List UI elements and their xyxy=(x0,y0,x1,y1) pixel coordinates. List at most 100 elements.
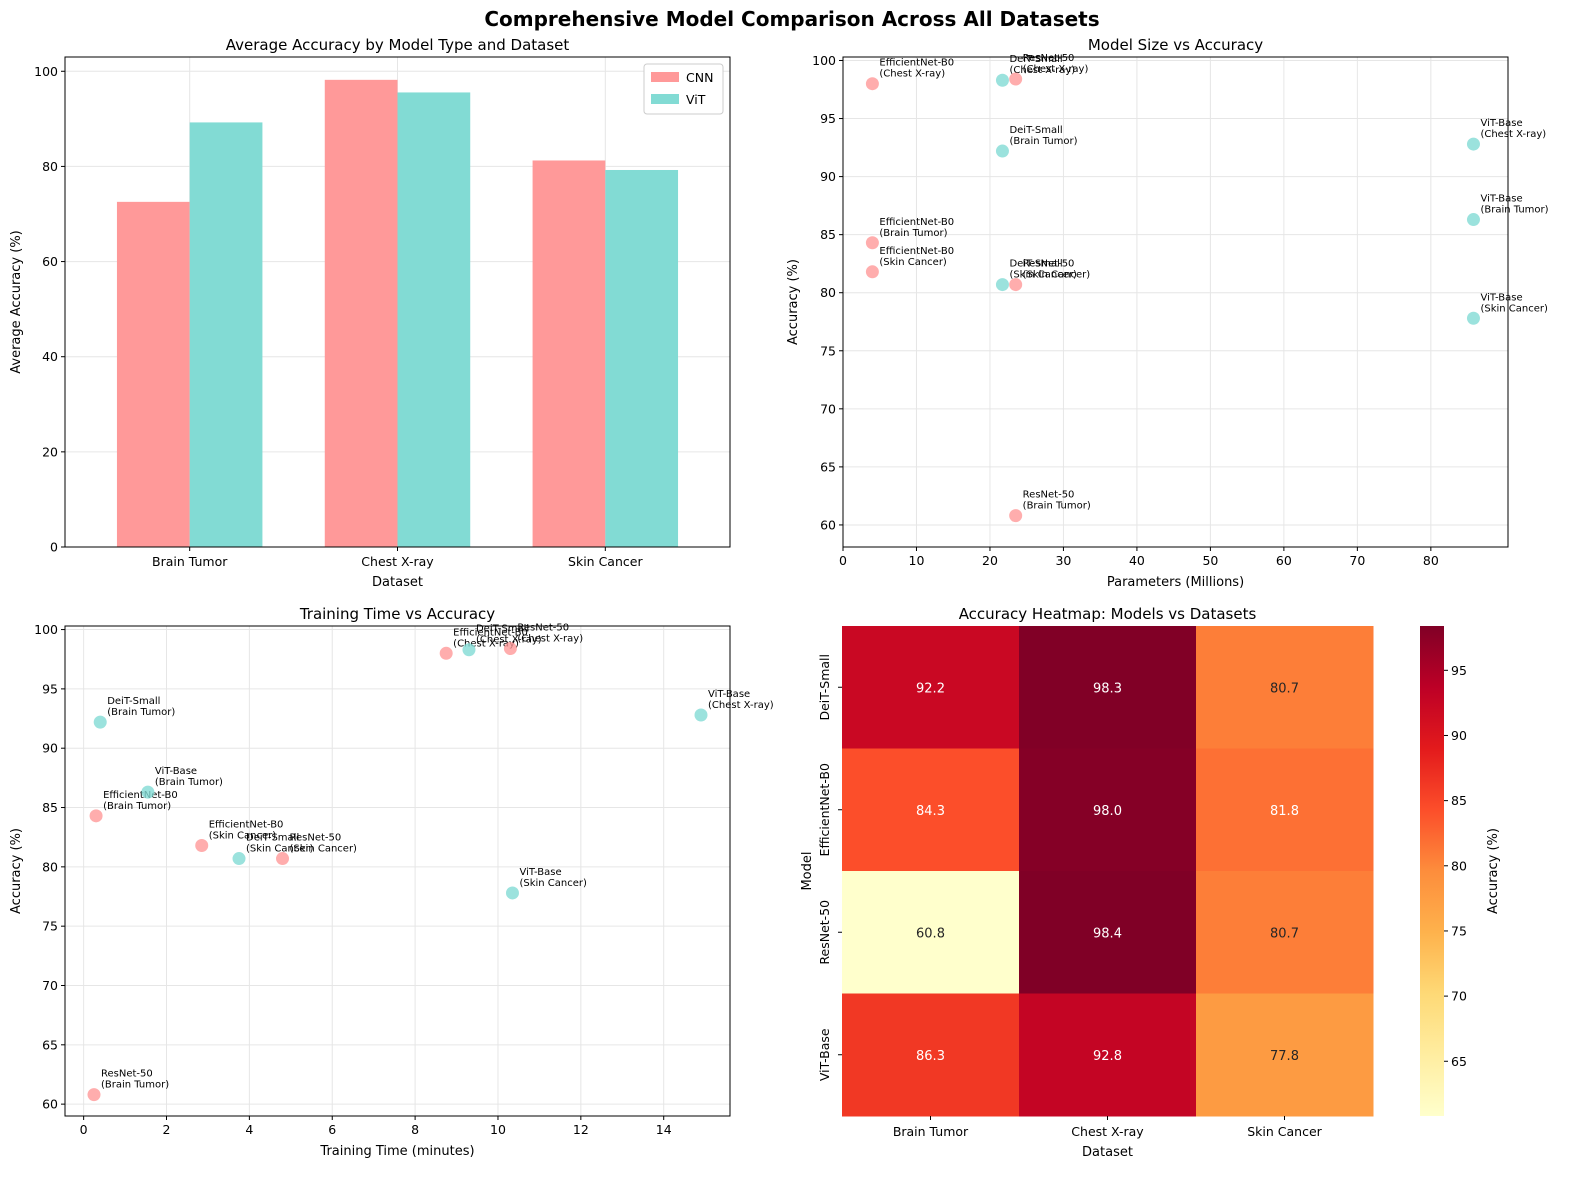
point-label-model: DeiT-Small xyxy=(246,833,299,844)
scatter-point xyxy=(1466,137,1480,151)
point-label-dataset: (Brain Tumor) xyxy=(1023,501,1091,512)
point-label-model: ViT-Base xyxy=(155,766,197,777)
x-tick-label: 10 xyxy=(490,1122,506,1137)
y-tick-label: 85 xyxy=(820,227,836,242)
y-tick-label: 95 xyxy=(42,681,58,696)
heatmap-cell-value: 80.7 xyxy=(1270,926,1299,941)
point-label-dataset: (Skin Cancer) xyxy=(209,830,277,841)
point-label-model: ViT-Base xyxy=(1480,194,1522,205)
x-tick-label: 0 xyxy=(80,1122,88,1137)
scatter-point xyxy=(505,886,519,900)
point-label-model: ResNet-50 xyxy=(1023,490,1075,501)
point-label-model: ViT-Base xyxy=(1480,292,1522,303)
heatmap-cell xyxy=(842,993,1020,1117)
scatter-point xyxy=(141,785,155,799)
y-tick-label: 60 xyxy=(820,517,836,532)
y-tick-label: 60 xyxy=(42,1097,58,1112)
heatmap-cell xyxy=(1019,993,1197,1117)
scatter-point xyxy=(995,278,1009,292)
heatmap-cell xyxy=(1196,871,1374,994)
x-tick-label: 20 xyxy=(982,553,998,568)
point-label-dataset: (Skin Cancer) xyxy=(246,844,314,855)
point-label-dataset: (Brain Tumor) xyxy=(155,777,223,788)
colorbar xyxy=(1420,626,1444,1116)
scatter-point xyxy=(995,144,1009,158)
bar-cnn xyxy=(116,201,190,547)
heatmap-cell-value: 86.3 xyxy=(916,1049,945,1064)
heatmap-cell xyxy=(1019,626,1197,749)
scatter-point xyxy=(865,236,879,250)
y-tick-label: 65 xyxy=(42,1037,58,1052)
heatmap-cell xyxy=(1019,748,1197,872)
point-label-dataset: (Chest X-ray) xyxy=(1023,64,1089,75)
y-tick-label: 20 xyxy=(42,444,58,459)
x-tick-label: Chest X-ray xyxy=(361,554,434,569)
point-label-model: ResNet-50 xyxy=(290,833,342,844)
colorbar-tick-label: 80 xyxy=(1451,858,1467,873)
scatter-point xyxy=(503,642,517,656)
y-tick-label: 100 xyxy=(34,64,58,79)
x-tick-label: 70 xyxy=(1349,553,1365,568)
point-label-model: DeiT-Small xyxy=(1009,54,1062,65)
panel-title: Accuracy Heatmap: Models vs Datasets xyxy=(959,605,1257,623)
y-axis-label: Accuracy (%) xyxy=(9,828,24,914)
scatter-point xyxy=(276,852,290,866)
point-label-dataset: (Chest X-ray) xyxy=(879,69,945,80)
heatmap-cell-value: 77.8 xyxy=(1270,1049,1299,1064)
x-axis-label: Dataset xyxy=(1082,1145,1133,1160)
scatter-point xyxy=(865,265,879,279)
point-label-model: EfficientNet-B0 xyxy=(209,819,284,830)
point-label-model: EfficientNet-B0 xyxy=(453,627,528,638)
heatmap-cell xyxy=(842,871,1020,994)
x-tick-label: Skin Cancer xyxy=(1247,1124,1322,1139)
bar-vit xyxy=(397,92,471,548)
x-tick-label: 8 xyxy=(411,1122,419,1137)
x-tick-label: Brain Tumor xyxy=(152,554,228,569)
x-tick-label: 40 xyxy=(1129,553,1145,568)
panel-title: Average Accuracy by Model Type and Datas… xyxy=(226,36,570,54)
heatmap-cell xyxy=(842,626,1020,749)
bar-vit xyxy=(189,122,263,547)
point-label-dataset: (Skin Cancer) xyxy=(1023,270,1091,281)
scatter-point xyxy=(439,646,453,660)
y-tick-label: 60 xyxy=(42,254,58,269)
y-tick-label: 95 xyxy=(820,111,836,126)
heatmap-cell-value: 92.8 xyxy=(1093,1049,1122,1064)
bar-chart-panel: 0 20 40 60 80 100 Brain Tumor Chest X-ray Skin C… xyxy=(9,36,731,590)
y-tick-label: 70 xyxy=(42,978,58,993)
y-tick-label: 90 xyxy=(820,169,836,184)
y-axis-label: Accuracy (%) xyxy=(786,259,801,345)
point-label-dataset: (Chest X-ray) xyxy=(1480,129,1546,140)
point-label-dataset: (Skin Cancer) xyxy=(519,878,587,889)
y-tick-label: 80 xyxy=(820,285,836,300)
point-label-dataset: (Chest X-ray) xyxy=(453,638,519,649)
colorbar-tick-label: 75 xyxy=(1451,923,1467,938)
x-tick-label: 14 xyxy=(656,1122,672,1137)
x-tick-label: 4 xyxy=(245,1122,253,1137)
heatmap-cell-value: 60.8 xyxy=(916,926,945,941)
y-tick-label: 100 xyxy=(812,53,836,68)
point-label-model: DeiT-Small xyxy=(107,696,160,707)
heatmap-cell-value: 80.7 xyxy=(1270,681,1299,696)
x-axis-label: Training Time (minutes) xyxy=(319,1144,474,1159)
heatmap-cell xyxy=(1196,748,1374,872)
point-label-model: ResNet-50 xyxy=(517,623,569,634)
panel-title: Model Size vs Accuracy xyxy=(1088,36,1263,54)
heatmap-cell-value: 98.0 xyxy=(1093,804,1122,819)
point-label-model: ViT-Base xyxy=(1480,118,1522,129)
legend-swatch-cnn xyxy=(651,72,679,82)
point-label-dataset: (Brain Tumor) xyxy=(107,707,175,718)
legend-swatch-vit xyxy=(651,94,679,104)
figure-title: Comprehensive Model Comparison Across Al… xyxy=(484,7,1099,31)
point-label-model: EfficientNet-B0 xyxy=(879,217,954,228)
heatmap-cell xyxy=(1196,993,1374,1117)
point-label-dataset: (Skin Cancer) xyxy=(290,844,358,855)
scatter-point xyxy=(89,809,103,823)
colorbar-tick-label: 90 xyxy=(1451,728,1467,743)
point-label-model: ViT-Base xyxy=(519,867,561,878)
bar-cnn xyxy=(324,79,398,547)
y-tick-label: ResNet-50 xyxy=(817,900,832,965)
scatter-point xyxy=(462,643,476,657)
size-scatter-panel: EfficientNet-B0(Chest X-ray)EfficientNet… xyxy=(786,36,1549,590)
